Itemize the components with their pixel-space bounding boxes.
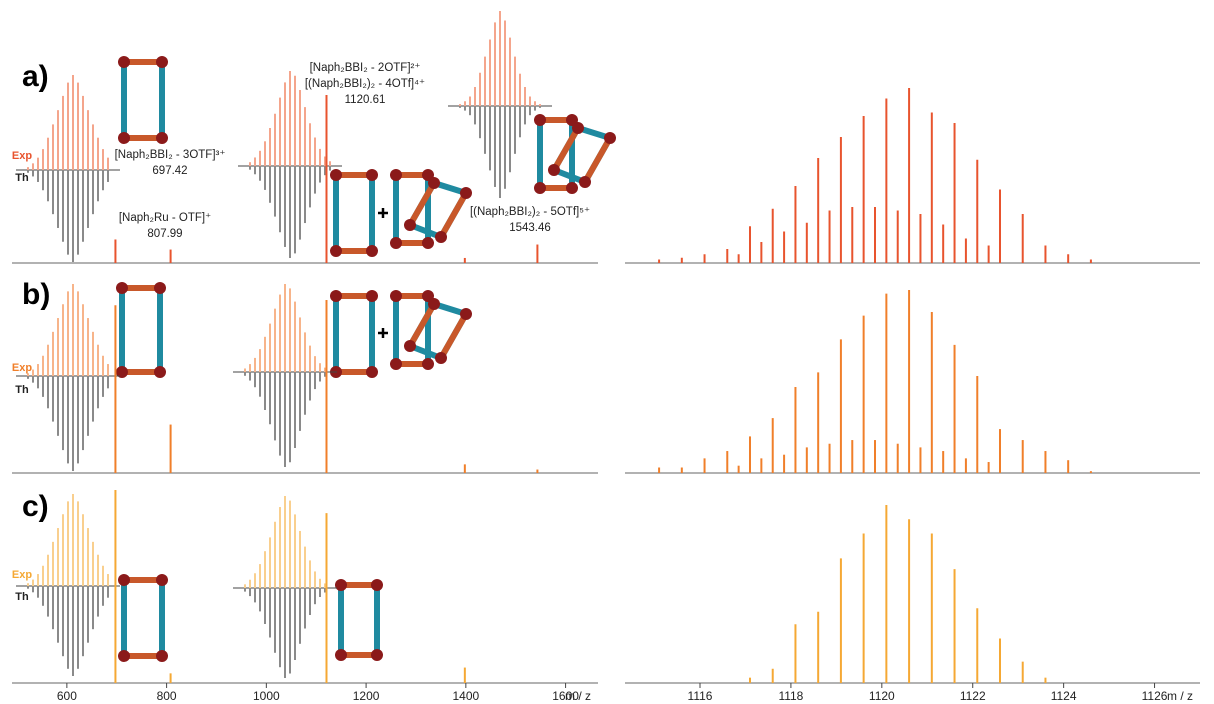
metal <box>118 132 130 144</box>
metal <box>118 574 130 586</box>
molecule-icon <box>390 169 434 249</box>
annotation-label: [(Naph₂BBI₂)₂ - 4OTf]⁴⁺ <box>305 78 425 90</box>
x-tick-label: 1122 <box>960 689 986 703</box>
x-axis-label: m / z <box>1167 689 1193 703</box>
panel-label: b) <box>22 278 50 311</box>
molecule-icon <box>548 122 616 188</box>
metal <box>548 164 560 176</box>
metal <box>534 182 546 194</box>
panel-label: a) <box>22 60 49 93</box>
annotation-label: [Naph₂BBI₂ - 2OTF]²⁺ <box>310 62 421 74</box>
legend-th: Th <box>15 172 29 184</box>
metal <box>371 579 383 591</box>
strut <box>438 191 469 239</box>
x-tick-label: 1116 <box>688 689 713 703</box>
annotation-label: [Naph₂BBI₂ - 3OTF]³⁺ <box>115 149 226 161</box>
metal <box>330 169 342 181</box>
annotation-value: 1120.61 <box>345 94 386 106</box>
metal <box>366 169 378 181</box>
metal <box>335 649 347 661</box>
legend-exp: Exp <box>12 569 32 581</box>
strut <box>551 126 581 172</box>
metal <box>404 219 416 231</box>
metal <box>404 340 416 352</box>
x-axis-label: m / z <box>565 689 591 703</box>
x-tick-label: 800 <box>157 689 177 703</box>
molecule-icon <box>118 574 168 662</box>
x-tick-label: 1600 <box>552 689 579 703</box>
molecule-icon <box>335 579 383 661</box>
molecule-icon <box>404 298 472 364</box>
metal <box>118 56 130 68</box>
metal <box>366 366 378 378</box>
metal <box>435 231 447 243</box>
metal <box>435 352 447 364</box>
molecule-icon <box>330 290 378 378</box>
annotation-label: [(Naph₂BBI₂)₂ - 5OTf]⁵⁺ <box>470 206 590 218</box>
metal <box>116 366 128 378</box>
metal <box>390 237 402 249</box>
metal <box>460 308 472 320</box>
metal <box>371 649 383 661</box>
metal <box>156 650 168 662</box>
legend-exp: Exp <box>12 150 32 162</box>
metal <box>566 182 578 194</box>
x-tick-label: 1400 <box>452 689 479 703</box>
metal <box>390 290 402 302</box>
x-tick-label: 1118 <box>778 689 803 703</box>
x-tick-label: 1120 <box>869 689 895 703</box>
strut <box>407 181 437 227</box>
strut <box>407 302 437 348</box>
molecule-icon <box>118 56 168 144</box>
metal <box>428 298 440 310</box>
metal <box>156 132 168 144</box>
metal <box>422 358 434 370</box>
metal <box>156 56 168 68</box>
molecule-icon <box>116 282 166 378</box>
annotation-value: 807.99 <box>147 228 182 240</box>
x-tick-label: 1126 <box>1142 689 1168 703</box>
metal <box>330 290 342 302</box>
metal <box>422 237 434 249</box>
molecule-icon <box>390 290 434 370</box>
metal <box>154 282 166 294</box>
metal <box>156 574 168 586</box>
metal <box>428 177 440 189</box>
strut <box>438 312 469 360</box>
molecule-icon <box>534 114 578 194</box>
metal <box>460 187 472 199</box>
x-tick-label: 1200 <box>353 689 380 703</box>
annotation-label: [Naph₂Ru - OTF]⁺ <box>119 212 211 224</box>
molecule-icon <box>404 177 472 243</box>
x-tick-label: 1124 <box>1051 689 1077 703</box>
metal <box>579 176 591 188</box>
molecule-icon <box>330 169 378 257</box>
metal <box>534 114 546 126</box>
annotation-value: 1543.46 <box>509 222 551 234</box>
metal <box>330 245 342 257</box>
metal <box>366 245 378 257</box>
panel-label: c) <box>22 490 49 523</box>
metal <box>604 132 616 144</box>
annotation-value: 697.42 <box>152 165 187 177</box>
metal <box>390 358 402 370</box>
legend-th: Th <box>15 591 29 603</box>
legend-th: Th <box>15 384 29 396</box>
metal <box>390 169 402 181</box>
metal <box>366 290 378 302</box>
strut <box>582 136 613 184</box>
x-tick-label: 600 <box>57 689 77 703</box>
x-tick-label: 1000 <box>253 689 280 703</box>
metal <box>335 579 347 591</box>
metal <box>154 366 166 378</box>
metal <box>116 282 128 294</box>
legend-exp: Exp <box>12 362 32 374</box>
metal <box>118 650 130 662</box>
metal <box>572 122 584 134</box>
